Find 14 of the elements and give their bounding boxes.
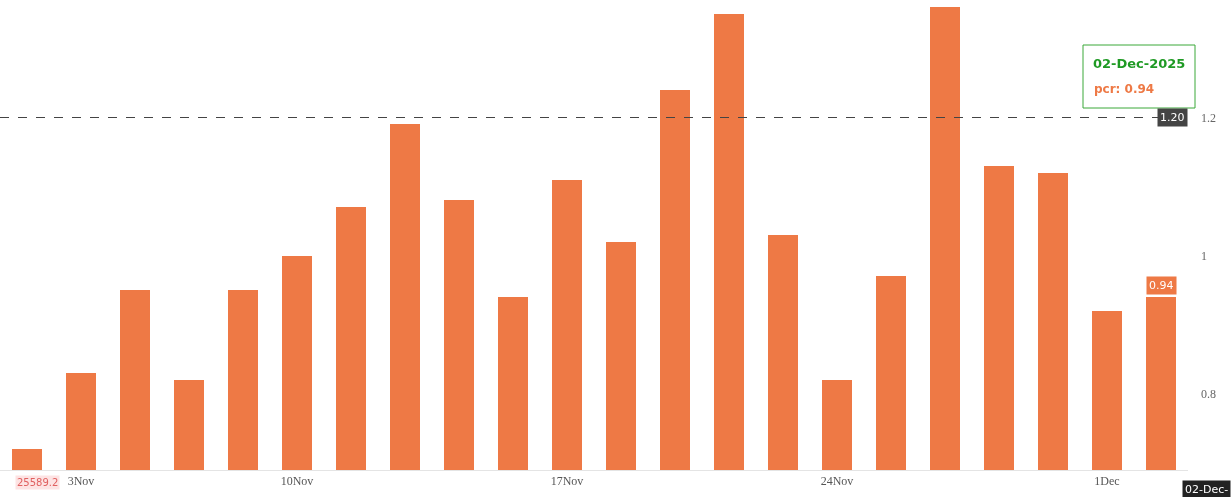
annotation: 02-Dec-2025 (1093, 56, 1186, 71)
data-label: 0.94 (1149, 279, 1174, 292)
y-tick-label: 1.2 (1201, 110, 1216, 125)
text: 02-Dec- (1185, 483, 1229, 496)
text: 25589.2 (17, 477, 59, 488)
annotation: pcr: 0.94 (1094, 82, 1155, 96)
x-tick-label: 24Nov (820, 474, 854, 489)
ref-line-label: 1.20 (1160, 111, 1185, 124)
x-tick-label: 1Dec (1094, 474, 1120, 489)
x-tick-label: 3Nov (67, 474, 95, 489)
y-tick-label: 1 (1201, 248, 1207, 263)
x-tick-label: 17Nov (550, 474, 584, 489)
x-tick-label: 10Nov (280, 474, 314, 489)
y-tick-label: 0.8 (1201, 387, 1216, 402)
